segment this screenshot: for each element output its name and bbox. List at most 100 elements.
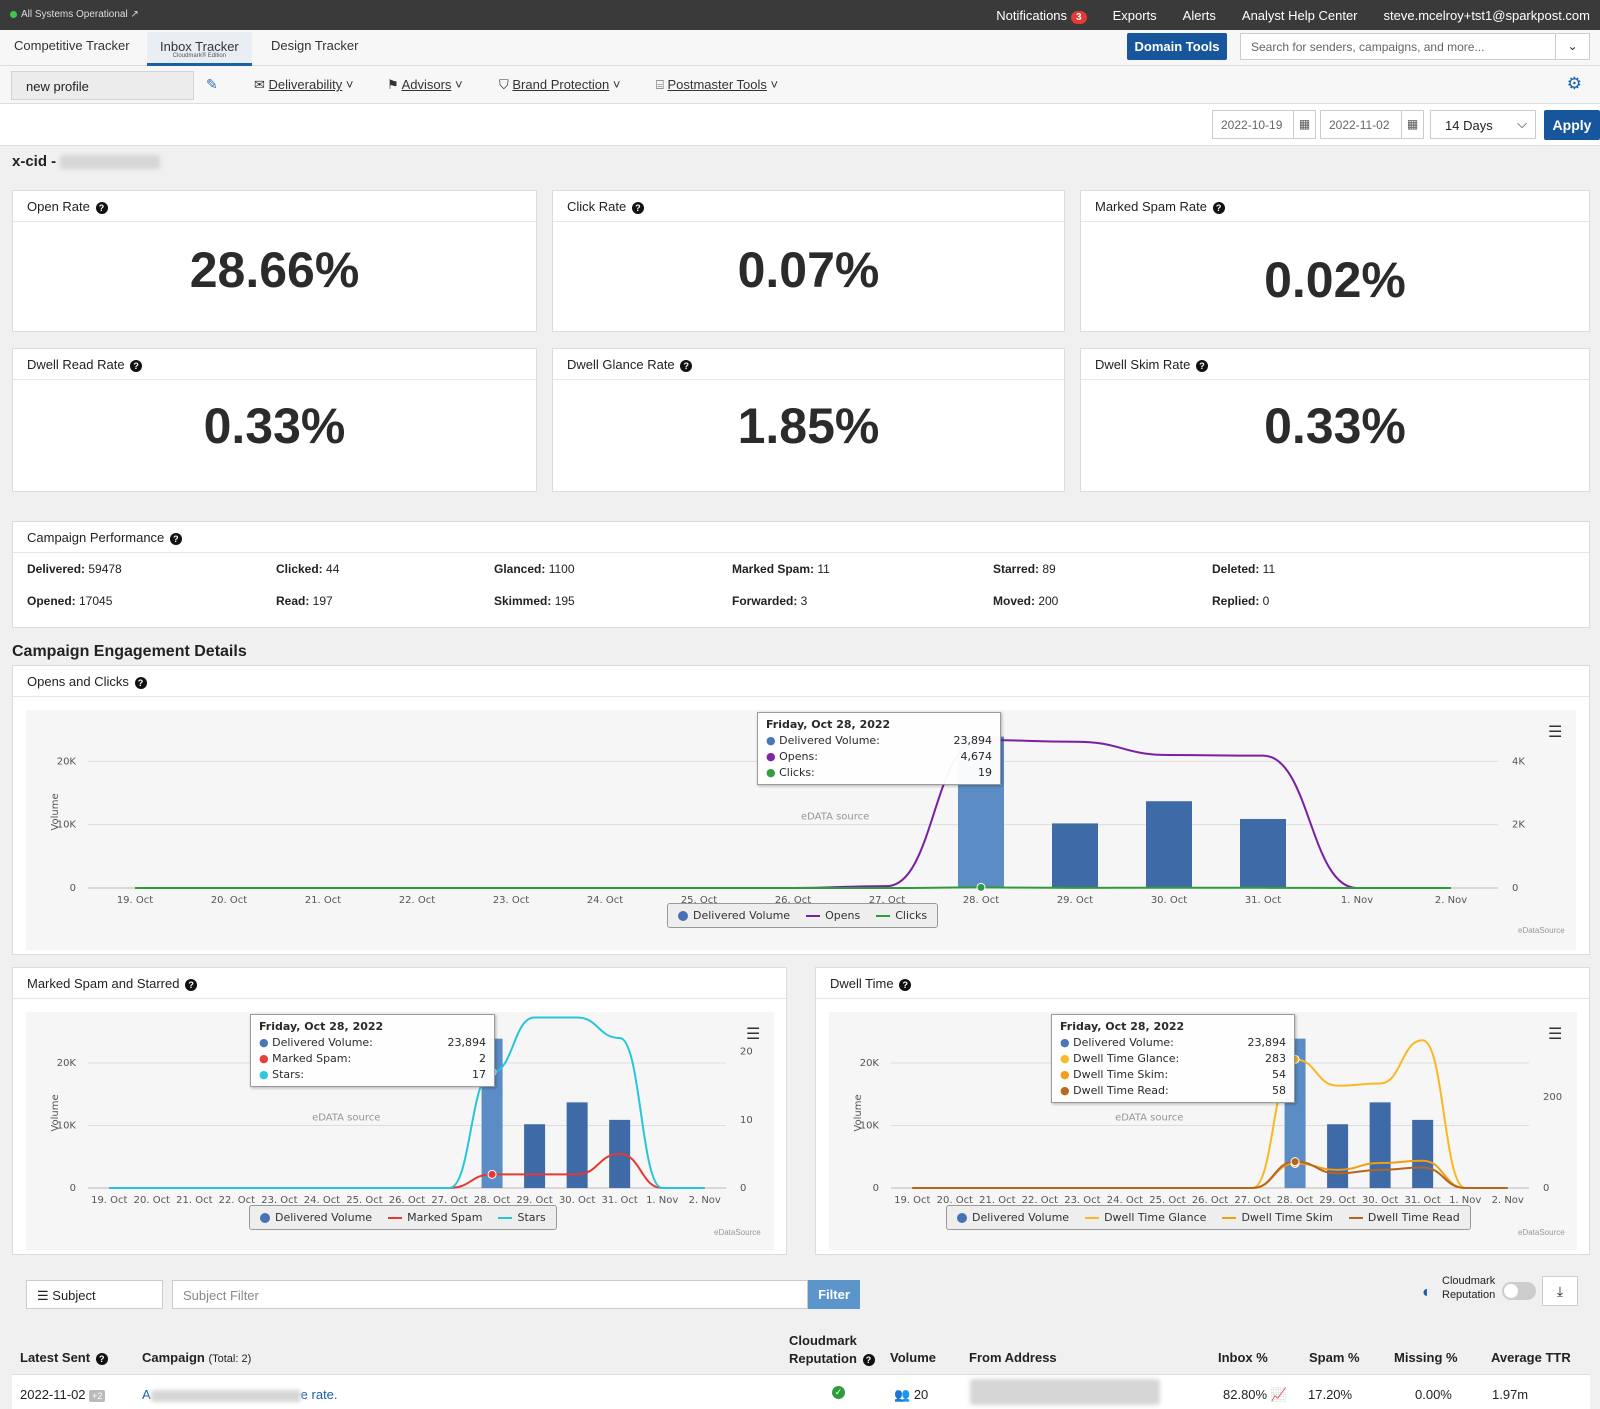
x-tick-label: 22. Oct xyxy=(399,895,435,906)
exports-link[interactable]: Exports xyxy=(1112,8,1157,23)
legend-item[interactable]: Marked Spam xyxy=(388,1211,482,1224)
tab-design-tracker[interactable]: Design Tracker xyxy=(271,38,359,53)
column-cloudmark-reputation[interactable]: Cloudmark Reputation ? xyxy=(789,1332,875,1368)
start-date-input[interactable]: 2022-10-19 ▦ xyxy=(1212,110,1316,139)
notifications-link[interactable]: Notifications 3 xyxy=(996,8,1087,24)
calendar-icon[interactable]: ▦ xyxy=(1401,111,1423,138)
tooltip-row: ● Dwell Time Glance: 283 xyxy=(1060,1052,1286,1065)
legend-bar-icon xyxy=(957,1213,967,1223)
postmaster-icon: ⌸ xyxy=(656,77,664,92)
system-status[interactable]: All Systems Operational ↗ xyxy=(10,9,139,20)
user-menu[interactable]: steve.mcelroy+tst1@sparkpost.com xyxy=(1383,8,1590,23)
end-date-input[interactable]: 2022-11-02 ▦ xyxy=(1320,110,1424,139)
range-select[interactable]: 14 Days ⌵ xyxy=(1430,110,1536,139)
column-missing[interactable]: Missing % xyxy=(1394,1350,1458,1365)
x-tick-label: 24. Oct xyxy=(1107,1195,1143,1206)
help-icon[interactable]: ? xyxy=(862,1353,875,1366)
chart-menu-icon[interactable]: ☰ xyxy=(1548,1026,1563,1043)
campaign-performance-panel: Campaign Performance ? Delivered: 59478 C… xyxy=(12,521,1590,628)
subject-filter-input[interactable]: Subject Filter xyxy=(172,1280,808,1309)
help-icon[interactable]: ? xyxy=(95,1352,108,1365)
column-volume[interactable]: Volume xyxy=(890,1350,936,1365)
x-tick-label: 28. Oct xyxy=(1277,1195,1313,1206)
help-icon[interactable]: ? xyxy=(95,201,108,214)
global-search-input[interactable]: Search for senders, campaigns, and more.… xyxy=(1240,33,1590,60)
help-icon[interactable]: ? xyxy=(1195,359,1208,372)
calendar-icon[interactable]: ▦ xyxy=(1293,111,1315,138)
list-icon: ☰ xyxy=(37,1288,49,1303)
chevron-down-icon[interactable]: ⌄ xyxy=(1555,34,1589,59)
x-tick-label: 28. Oct xyxy=(474,1195,510,1206)
filter-field-select[interactable]: ☰ Subject xyxy=(26,1280,163,1309)
help-icon[interactable]: ? xyxy=(185,978,198,991)
filter-button[interactable]: Filter xyxy=(808,1280,860,1309)
cloudmark-reputation-toggle[interactable] xyxy=(1502,1282,1536,1300)
help-icon[interactable]: ? xyxy=(631,201,644,214)
tab-competitive-tracker[interactable]: Competitive Tracker xyxy=(14,38,130,53)
domain-tools-button[interactable]: Domain Tools xyxy=(1127,33,1227,60)
column-spam[interactable]: Spam % xyxy=(1309,1350,1360,1365)
legend-item[interactable]: Dwell Time Glance xyxy=(1085,1211,1206,1224)
x-tick-label: 24. Oct xyxy=(587,895,623,906)
date-range-bar: 2022-10-19 ▦ 2022-11-02 ▦ 14 Days ⌵ Apply xyxy=(0,104,1600,146)
legend-item[interactable]: Dwell Time Skim xyxy=(1222,1211,1333,1224)
column-from-address[interactable]: From Address xyxy=(969,1350,1057,1365)
series-dot-icon: ● xyxy=(1060,1084,1074,1097)
help-icon[interactable]: ? xyxy=(899,978,912,991)
dwell-time-tooltip: Friday, Oct 28, 2022 ● Delivered Volume:… xyxy=(1051,1014,1295,1103)
spam-starred-tooltip: Friday, Oct 28, 2022 ● Delivered Volume:… xyxy=(250,1014,495,1087)
download-icon[interactable]: ⤓ xyxy=(1542,1276,1578,1306)
trend-chart-icon[interactable]: 📈 xyxy=(1270,1387,1287,1402)
help-icon[interactable]: ? xyxy=(680,359,693,372)
bar-delivered-volume xyxy=(1052,823,1098,888)
alerts-link[interactable]: Alerts xyxy=(1182,8,1216,23)
x-tick-label: 2. Nov xyxy=(689,1195,721,1206)
column-campaign[interactable]: Campaign (Total: 2) xyxy=(142,1350,252,1365)
advisors-menu[interactable]: ⚑ Advisors ˅ xyxy=(387,77,463,92)
y-tick-label: 0 xyxy=(70,1183,76,1194)
check-icon: ✓ xyxy=(832,1386,845,1399)
bar-delivered-volume xyxy=(1327,1124,1349,1188)
x-tick-label: 22. Oct xyxy=(219,1195,255,1206)
profile-selector[interactable]: new profile xyxy=(11,71,194,100)
help-icon[interactable]: ? xyxy=(1212,201,1225,214)
deliverability-menu[interactable]: ✉ Deliverability ˅ xyxy=(254,77,354,92)
edit-icon[interactable]: ✎ xyxy=(206,76,218,92)
bar-delivered-volume xyxy=(1146,801,1192,888)
legend-item[interactable]: Stars xyxy=(498,1211,546,1224)
series-line-dwell-time-read xyxy=(912,1160,1508,1189)
apply-button[interactable]: Apply xyxy=(1544,110,1600,140)
tooltip-row: ● Delivered Volume: 23,894 xyxy=(1060,1036,1286,1049)
help-icon[interactable]: ? xyxy=(169,532,182,545)
x-tick-label: 20. Oct xyxy=(211,895,247,906)
notifications-badge: 3 xyxy=(1071,11,1087,24)
postmaster-tools-menu[interactable]: ⌸ Postmaster Tools ˅ xyxy=(656,77,779,92)
tab-inbox-tracker[interactable]: Inbox Tracker Cloudmark® Edition xyxy=(147,32,252,66)
legend-item[interactable]: Delivered Volume xyxy=(957,1211,1069,1224)
shield-icon: ⛉ xyxy=(499,77,509,92)
column-inbox[interactable]: Inbox % xyxy=(1218,1350,1268,1365)
x-tick-label: 27. Oct xyxy=(869,895,905,906)
legend-line-icon xyxy=(388,1217,403,1219)
legend-item[interactable]: Delivered Volume xyxy=(678,909,790,922)
column-latest-sent[interactable]: Latest Sent ? xyxy=(20,1350,108,1365)
legend-item[interactable]: Dwell Time Read xyxy=(1348,1211,1460,1224)
help-center-link[interactable]: Analyst Help Center xyxy=(1241,8,1358,23)
legend-item[interactable]: Opens xyxy=(806,909,860,922)
performance-stat: Moved: 200 xyxy=(993,594,1059,608)
gear-icon[interactable]: ⚙ xyxy=(1566,74,1582,93)
legend-item[interactable]: Clicks xyxy=(876,909,927,922)
help-icon[interactable]: ? xyxy=(134,676,147,689)
help-icon[interactable]: ? xyxy=(130,359,143,372)
metric-card-click-rate: Click Rate ? 0.07% xyxy=(552,190,1065,332)
column-average-ttr[interactable]: Average TTR xyxy=(1491,1350,1571,1365)
chart-menu-icon[interactable]: ☰ xyxy=(1548,724,1563,741)
x-tick-label: 26. Oct xyxy=(1192,1195,1228,1206)
chart-menu-icon[interactable]: ☰ xyxy=(746,1026,761,1043)
x-tick-label: 21. Oct xyxy=(979,1195,1015,1206)
brand-protection-menu[interactable]: ⛉ Brand Protection ˅ xyxy=(499,77,621,92)
y2-tick-label: 0 xyxy=(1543,1183,1549,1194)
legend-item[interactable]: Delivered Volume xyxy=(260,1211,372,1224)
